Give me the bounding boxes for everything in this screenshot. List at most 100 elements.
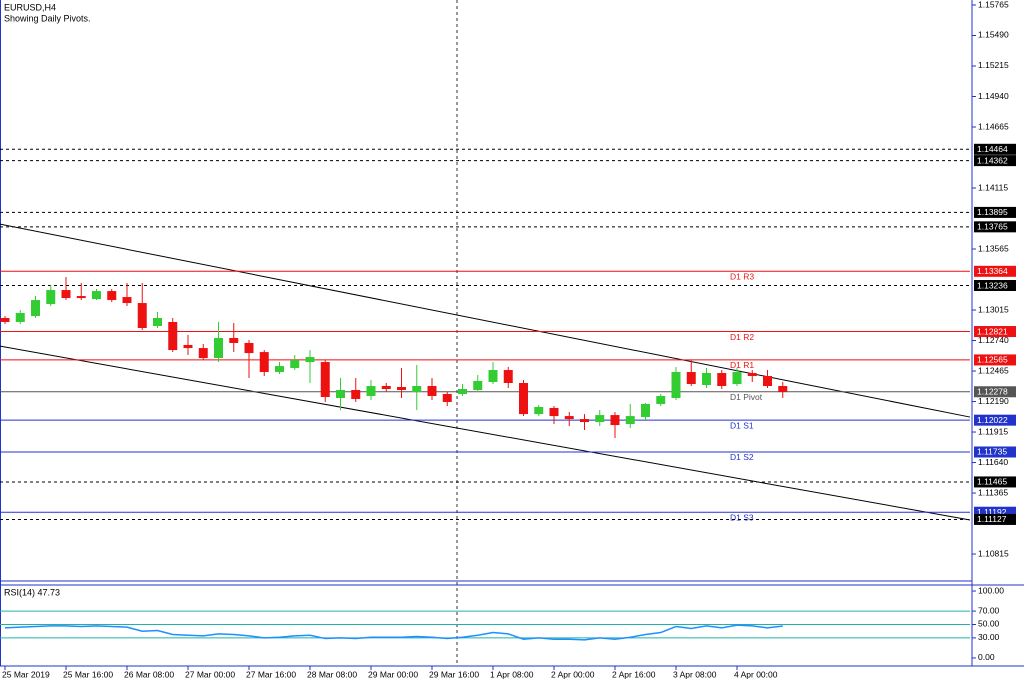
level-tag-label: 1.11192 [977, 507, 1007, 517]
level-tag-label: 1.11735 [977, 447, 1007, 457]
y-tick-label: 1.11365 [978, 487, 1008, 497]
y-tick-label: 1.11640 [978, 457, 1008, 467]
candle-body [412, 386, 422, 392]
candle-body [381, 386, 391, 389]
level-name: D1 R2 [730, 332, 754, 342]
candle-body [137, 303, 147, 328]
x-tick-label: 26 Mar 08:00 [124, 669, 174, 679]
level-tag [974, 326, 1016, 338]
candle-body [503, 370, 513, 384]
level-tag-label: 1.11127 [977, 514, 1007, 524]
y-tick-label: 1.14940 [978, 91, 1009, 101]
rsi-line [4, 624, 783, 641]
candle-body [732, 372, 742, 385]
candle-body [442, 393, 452, 402]
candle-body [214, 337, 223, 359]
candle-body [366, 386, 376, 396]
candle-body [702, 373, 711, 386]
candle-body [107, 291, 117, 301]
level-tag [974, 414, 1016, 426]
y-tick-label: 1.12190 [978, 396, 1009, 406]
x-tick-label: 25 Mar 16:00 [63, 669, 113, 679]
candle-body [31, 300, 40, 317]
candle-body [656, 395, 666, 404]
candle-body [427, 386, 437, 396]
level-tag-label: 1.12278 [977, 387, 1008, 397]
candle-body [397, 386, 406, 390]
candle-body [92, 291, 101, 300]
candle-body [46, 290, 56, 305]
candle-body [671, 372, 681, 398]
level-name: D1 R3 [730, 272, 754, 282]
trendline [0, 223, 971, 418]
y-tick-label: 1.12465 [978, 365, 1009, 375]
x-tick-label: 28 Mar 08:00 [307, 669, 357, 679]
x-tick-label: 29 Mar 00:00 [368, 669, 418, 679]
level-tag-label: 1.13895 [977, 207, 1008, 217]
y-tick-label: 0.00 [978, 652, 995, 662]
candle-body [610, 415, 620, 426]
level-tag [974, 476, 1016, 488]
x-tick-label: 2 Apr 16:00 [612, 669, 656, 679]
x-tick-label: 4 Apr 00:00 [734, 669, 778, 679]
x-tick-label: 1 Apr 08:00 [490, 669, 534, 679]
x-tick-label: 29 Mar 16:00 [429, 669, 479, 679]
candle-body [76, 296, 86, 299]
y-tick-label: 1.11915 [978, 426, 1008, 436]
y-tick-label: 1.15765 [978, 0, 1009, 9]
x-tick-label: 25 Mar 2019 [2, 669, 50, 679]
candle-body [763, 376, 772, 387]
level-tag [974, 513, 1016, 525]
chart-subtitle: Showing Daily Pivots. [4, 13, 91, 23]
x-tick-label: 3 Apr 08:00 [673, 669, 717, 679]
rsi-title: RSI(14) 47.73 [4, 587, 60, 597]
level-tag-label: 1.13364 [977, 266, 1008, 276]
candle-body [290, 360, 300, 369]
candle-body [229, 337, 239, 343]
level-tag [974, 446, 1016, 458]
level-tag-label: 1.13765 [977, 222, 1008, 232]
level-tag [974, 206, 1016, 218]
candle-body [778, 386, 788, 392]
y-tick-label: 1.13015 [978, 304, 1009, 314]
candle-body [595, 415, 605, 423]
level-tag [974, 155, 1016, 167]
level-tag-label: 1.14464 [977, 144, 1008, 154]
level-name: D1 S3 [730, 512, 754, 522]
chart-title: EURUSD,H4 [4, 2, 56, 12]
level-tag [974, 221, 1016, 233]
level-tag [974, 506, 1016, 518]
candle-body [153, 318, 162, 326]
candle-body [122, 297, 132, 304]
candle-body [336, 389, 345, 398]
y-tick-label: 1.14665 [978, 121, 1009, 131]
candle-body [305, 357, 315, 363]
candle-body [473, 381, 483, 390]
candle-body [686, 372, 696, 385]
candle-body [61, 290, 71, 299]
level-tag-label: 1.12565 [977, 355, 1008, 365]
y-tick-label: 1.13565 [978, 243, 1009, 253]
level-tag [974, 280, 1016, 292]
x-tick-label: 2 Apr 00:00 [551, 669, 595, 679]
level-tag-label: 1.12821 [977, 326, 1008, 336]
level-tag-label: 1.12022 [977, 415, 1008, 425]
candle-body [198, 348, 208, 359]
candle-body [351, 389, 361, 399]
level-name: D1 R1 [730, 360, 754, 370]
y-tick-label: 70.00 [978, 605, 1000, 615]
candle-body [488, 370, 498, 383]
trendline [0, 345, 971, 521]
candle-body [320, 362, 330, 397]
candle-body [580, 419, 589, 423]
candle-body [244, 342, 254, 354]
level-name: D1 S1 [730, 420, 754, 430]
candle-body [564, 416, 574, 420]
level-name: D1 Pivot [730, 392, 763, 402]
candle-body [458, 388, 467, 394]
y-tick-label: 1.14115 [978, 182, 1008, 192]
level-name: D1 S2 [730, 452, 754, 462]
candle-body [275, 366, 284, 373]
y-tick-label: 1.10815 [978, 548, 1009, 558]
